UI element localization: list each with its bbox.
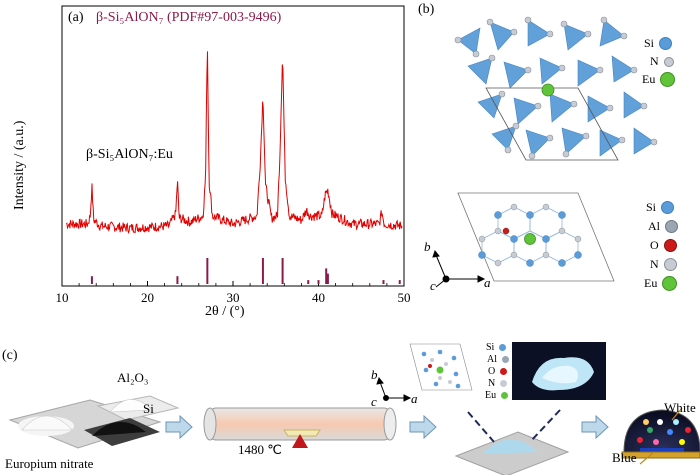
- x-tick-label: 30: [227, 290, 240, 305]
- legend-top-eu: Eu: [642, 72, 676, 87]
- x-tick-label: 10: [56, 290, 69, 305]
- o-dot-icon: [500, 368, 508, 375]
- eu-dot-icon: [501, 392, 509, 399]
- structure-small: [409, 343, 473, 391]
- legend-c-eu: Eu: [485, 390, 509, 401]
- panel-a-label: (a): [68, 10, 84, 25]
- x-tick-label: 50: [398, 290, 411, 305]
- sample-label: β-Si₅AlON₇:Eu: [86, 147, 173, 162]
- glow-powder-icon: [532, 357, 594, 391]
- blue-label: Blue: [612, 450, 637, 465]
- n-dot-icon: [500, 380, 508, 387]
- legend-label: Eu: [485, 390, 497, 401]
- legend-label: Eu: [642, 72, 656, 86]
- legend-c-si: Si: [486, 342, 507, 353]
- axis-a-label: a: [484, 275, 491, 290]
- axis-b-label: b: [424, 239, 431, 254]
- panel-c-label: (c): [2, 348, 18, 363]
- al-dot-icon: [665, 220, 678, 233]
- led-dome: [621, 407, 700, 465]
- legend-c-n: N: [488, 378, 508, 389]
- o-dot-icon: [663, 239, 677, 252]
- panel-b-label: (b): [418, 2, 435, 17]
- reference-title: β-Si₅AlON₇ (PDF#97-003-9496): [96, 10, 282, 25]
- al2o3-label: Al₂O₃: [117, 370, 149, 385]
- process-arrows: [165, 414, 609, 440]
- xrd-chart: 10 20 30 40 50: [56, 5, 411, 305]
- legend-top-si: Si: [644, 36, 673, 51]
- y-axis-label: Intensity / (a.u.): [12, 120, 27, 210]
- legend-label: Al: [648, 219, 660, 233]
- c-axis-a-label: a: [411, 391, 418, 406]
- legend-label: Eu: [644, 276, 658, 290]
- c-axis-c-label: c: [371, 394, 377, 409]
- product-powder: [454, 409, 570, 475]
- legend-bottom-si: Si: [646, 200, 675, 215]
- si-label: Si: [143, 401, 154, 416]
- eu-dot-icon: [662, 276, 678, 291]
- legend-label: N: [488, 378, 496, 389]
- n-dot-icon: [663, 258, 677, 271]
- c-axis-b-label: b: [371, 367, 378, 382]
- n-dot-icon: [663, 56, 674, 67]
- white-label: White: [664, 400, 696, 415]
- x-tick-label: 40: [312, 290, 325, 305]
- legend-c-al: Al: [487, 354, 509, 365]
- eu-atom: [541, 83, 555, 97]
- si-dot-icon: [661, 201, 675, 214]
- legend-label: O: [650, 238, 659, 252]
- legend-label: Si: [644, 36, 655, 50]
- furnace-tube: [203, 407, 397, 448]
- legend-bottom-eu: Eu: [644, 276, 678, 291]
- al-dot-icon: [502, 356, 509, 363]
- eu-dot-icon: [660, 72, 676, 87]
- axis-c-label: c: [430, 278, 436, 293]
- si-dot-icon: [499, 344, 507, 351]
- xrd-pattern-line: [65, 51, 403, 235]
- process-diagram: [8, 376, 700, 475]
- structure-bottom: [432, 192, 615, 288]
- temperature-label: 1480 ℃: [238, 442, 282, 457]
- structure-top: [454, 16, 658, 161]
- legend-label: O: [488, 366, 496, 377]
- legend-label: Al: [487, 354, 497, 365]
- x-axis-label: 2θ / (°): [205, 304, 245, 319]
- legend-label: Si: [646, 200, 657, 214]
- legend-label: N: [650, 54, 659, 68]
- heat-icon: [292, 434, 308, 448]
- europium-nitrate-label: Europium nitrate: [5, 456, 94, 471]
- si-dot-icon: [659, 37, 673, 50]
- raw-materials: [8, 395, 180, 449]
- legend-label: Si: [486, 342, 495, 353]
- legend-bottom-o: O: [650, 238, 677, 253]
- legend-bottom-al: Al: [648, 219, 678, 234]
- powder-photo: [512, 342, 606, 400]
- legend-c-o: O: [488, 366, 508, 377]
- x-tick-label: 20: [141, 290, 154, 305]
- legend-label: N: [650, 257, 659, 271]
- plot-frame: [61, 5, 405, 287]
- legend-bottom-n: N: [650, 257, 677, 272]
- legend-top-n: N: [650, 54, 674, 69]
